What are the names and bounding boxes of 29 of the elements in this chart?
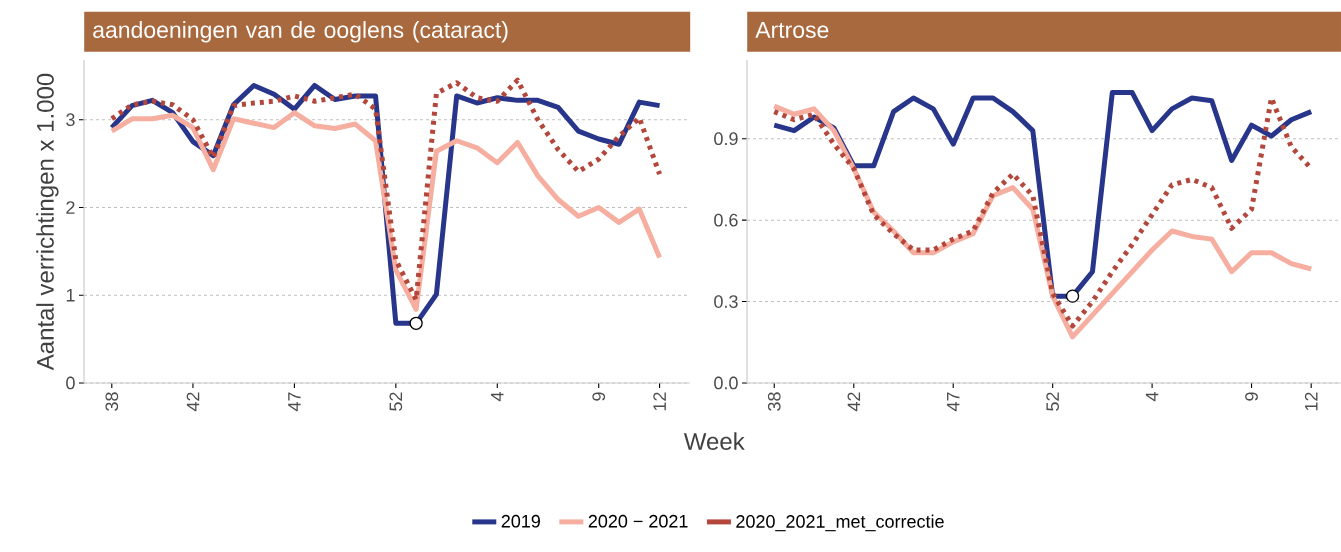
chart-title: aandoeningen van de ooglens (cataract): [93, 21, 508, 43]
x-axis-title: Week: [683, 432, 745, 450]
legend-label: 2020 − 2021: [588, 514, 688, 528]
x-tick-label: 47: [288, 392, 301, 412]
legend-label: 2019: [501, 514, 540, 528]
legend-label: 2020_2021_met_correctie: [736, 514, 944, 532]
y-tick-label: 3: [66, 113, 75, 127]
x-tick-label: 38: [767, 392, 781, 411]
x-tick-label: 12: [1304, 392, 1318, 411]
x-tick-label: 52: [389, 392, 403, 411]
y-axis-title: Aantal verrichtingen x 1.000: [36, 73, 59, 371]
y-tick-label: 0.6: [714, 213, 738, 227]
chart-title: Artrose: [755, 21, 829, 39]
x-tick-label: 4: [1145, 392, 1159, 402]
y-tick-label: 0.9: [714, 132, 738, 146]
x-tick-label: 9: [1245, 392, 1258, 401]
y-tick-label: 1: [66, 289, 75, 302]
y-tick-label: 0: [66, 376, 75, 390]
y-tick-label: 2: [66, 201, 75, 214]
x-tick-label: 47: [947, 392, 960, 412]
y-tick-label: 0.0: [714, 376, 738, 390]
y-tick-label: 0.3: [714, 295, 738, 308]
x-tick-label: 38: [105, 392, 119, 411]
x-tick-label: 9: [592, 392, 606, 401]
x-tick-label: 42: [186, 392, 200, 412]
x-tick-label: 12: [653, 392, 666, 411]
x-tick-label: 52: [1046, 392, 1060, 411]
x-tick-label: 42: [847, 392, 861, 412]
x-tick-label: 4: [491, 392, 504, 402]
